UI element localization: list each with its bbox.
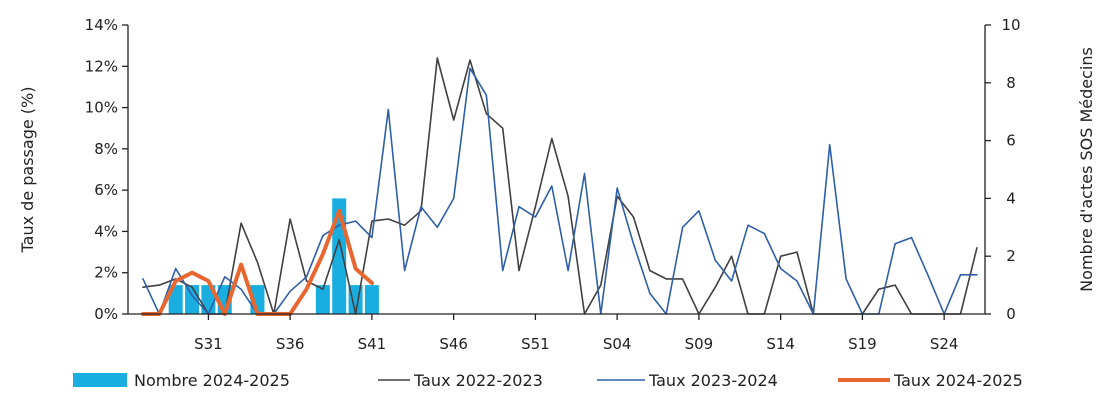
y-left-tick-label: 10% [85,99,118,117]
y-left-tick-label: 14% [85,16,118,34]
legend-label: Taux 2024-2025 [893,371,1023,390]
y-right-tick-label: 2 [1006,247,1016,265]
series-line-taux-2022-2023 [142,57,978,315]
bar-S30 [185,285,200,314]
bar-S38 [315,285,330,314]
y-right-tick-label: 8 [1006,74,1016,92]
y-right-axis-title: Nombre d'actes SOS Médecins [1077,47,1096,292]
x-tick-label: S24 [930,335,959,353]
y-left-axis-title: Taux de passage (%) [18,87,37,254]
y-left-tick-label: 6% [94,181,118,199]
y-left-tick-label: 12% [85,57,118,75]
bars-layer [168,198,379,314]
legend-label: Taux 2023-2024 [648,371,778,390]
x-tick-label: S36 [276,335,305,353]
y-right-tick-label: 10 [1001,16,1020,34]
x-tick-label: S14 [766,335,795,353]
y-left-tick-label: 0% [94,305,118,323]
legend: Nombre 2024-2025 Taux 2022-2023 Taux 2023-… [73,371,1023,390]
axes-layer: 0% 2% 4% 6% 8% 10% 12% 14% 0 2 4 6 8 10 S31 S36 S41 S46 S5… [18,16,1096,353]
x-tick-label: S41 [358,335,387,353]
lines-layer [141,57,978,316]
y-left-tick-label: 8% [94,140,118,158]
x-tick-label: S19 [848,335,877,353]
legend-swatch-bar [73,373,127,387]
y-left-tick-label: 4% [94,222,118,240]
y-right-tick-label: 4 [1006,189,1016,207]
legend-label: Nombre 2024-2025 [134,371,290,390]
bar-S41 [364,285,379,314]
x-tick-label: S46 [439,335,468,353]
y-right-tick-label: 0 [1006,305,1016,323]
x-tick-label: S09 [685,335,714,353]
y-right-tick-label: 6 [1006,132,1016,150]
x-tick-label: S51 [521,335,550,353]
series-line-taux-2023-2024 [142,67,978,315]
y-left-tick-label: 2% [94,264,118,282]
x-tick-label: S04 [603,335,632,353]
legend-label: Taux 2022-2023 [413,371,543,390]
x-tick-label: S31 [194,335,223,353]
